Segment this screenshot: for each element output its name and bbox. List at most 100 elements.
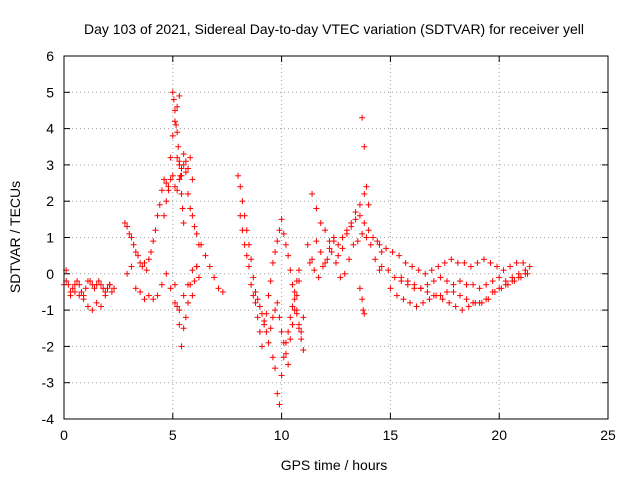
- data-point: [76, 281, 83, 288]
- data-point: [356, 212, 363, 219]
- data-point: [426, 296, 433, 303]
- chart-title: Day 103 of 2021, Sidereal Day-to-day VTE…: [84, 21, 584, 37]
- data-point: [450, 288, 457, 295]
- data-point: [252, 288, 259, 295]
- y-tick-label: 4: [46, 121, 54, 137]
- data-point: [189, 267, 196, 274]
- data-point: [171, 281, 178, 288]
- data-point: [167, 154, 174, 161]
- data-point: [359, 114, 366, 121]
- data-point: [78, 288, 85, 295]
- data-point: [263, 328, 270, 335]
- data-point: [265, 292, 272, 299]
- x-tick-label: 10: [274, 427, 290, 443]
- data-point: [313, 205, 320, 212]
- data-point: [289, 303, 296, 310]
- x-tick-label: 5: [169, 427, 177, 443]
- data-point: [163, 270, 170, 277]
- data-point: [176, 161, 183, 168]
- data-point: [339, 234, 346, 241]
- data-point: [489, 278, 496, 285]
- data-point: [180, 151, 187, 158]
- data-point: [402, 259, 409, 266]
- data-point: [173, 121, 180, 128]
- data-point: [97, 281, 104, 288]
- data-point: [428, 267, 435, 274]
- data-point: [470, 281, 477, 288]
- data-point: [239, 198, 246, 205]
- data-point: [311, 267, 318, 274]
- data-point: [476, 299, 483, 306]
- data-point: [287, 314, 294, 321]
- data-point: [322, 259, 329, 266]
- data-point: [309, 256, 316, 263]
- data-point: [178, 343, 185, 350]
- data-point: [280, 354, 287, 361]
- data-point: [470, 299, 477, 306]
- data-point: [520, 259, 527, 266]
- data-point: [361, 190, 368, 197]
- data-point: [178, 172, 185, 179]
- data-point: [296, 321, 303, 328]
- data-point: [193, 230, 200, 237]
- data-point: [415, 267, 422, 274]
- data-point: [185, 165, 192, 172]
- data-point: [341, 270, 348, 277]
- data-point: [454, 259, 461, 266]
- data-point: [274, 238, 281, 245]
- data-point: [176, 92, 183, 99]
- data-point: [174, 187, 181, 194]
- data-point: [169, 89, 176, 96]
- y-tick-label: -4: [42, 411, 55, 427]
- data-point: [191, 223, 198, 230]
- data-point: [130, 241, 137, 248]
- data-point: [132, 249, 139, 256]
- data-point: [367, 241, 374, 248]
- data-point: [350, 241, 357, 248]
- data-point: [404, 278, 411, 285]
- data-point: [374, 238, 381, 245]
- data-point: [93, 299, 100, 306]
- data-point: [267, 278, 274, 285]
- data-point: [378, 249, 385, 256]
- data-point: [507, 263, 514, 270]
- data-point: [176, 176, 183, 183]
- y-tick-label: 5: [46, 84, 54, 100]
- data-point: [435, 263, 442, 270]
- data-point: [328, 249, 335, 256]
- data-point: [272, 365, 279, 372]
- data-point: [343, 227, 350, 234]
- data-point: [417, 285, 424, 292]
- data-point: [219, 288, 226, 295]
- data-point: [365, 227, 372, 234]
- data-point: [304, 241, 311, 248]
- data-point: [330, 238, 337, 245]
- data-point: [261, 321, 268, 328]
- data-point: [389, 249, 396, 256]
- data-point: [185, 299, 192, 306]
- data-point: [513, 259, 520, 266]
- data-point: [167, 176, 174, 183]
- data-point: [121, 219, 128, 226]
- data-point: [437, 274, 444, 281]
- data-point: [256, 328, 263, 335]
- grid: [64, 56, 608, 419]
- data-point: [385, 267, 392, 274]
- data-point: [187, 281, 194, 288]
- data-point: [463, 296, 470, 303]
- data-point: [171, 118, 178, 125]
- data-point: [285, 361, 292, 368]
- data-point: [457, 278, 464, 285]
- data-point: [239, 227, 246, 234]
- data-point: [526, 263, 533, 270]
- data-point: [396, 252, 403, 259]
- data-point: [465, 303, 472, 310]
- plot-frame: [63, 55, 609, 420]
- y-tick-label: 0: [46, 266, 54, 282]
- data-point: [82, 285, 89, 292]
- data-point: [211, 274, 218, 281]
- data-point: [237, 212, 244, 219]
- data-point: [248, 281, 255, 288]
- data-point: [250, 292, 257, 299]
- data-point: [289, 281, 296, 288]
